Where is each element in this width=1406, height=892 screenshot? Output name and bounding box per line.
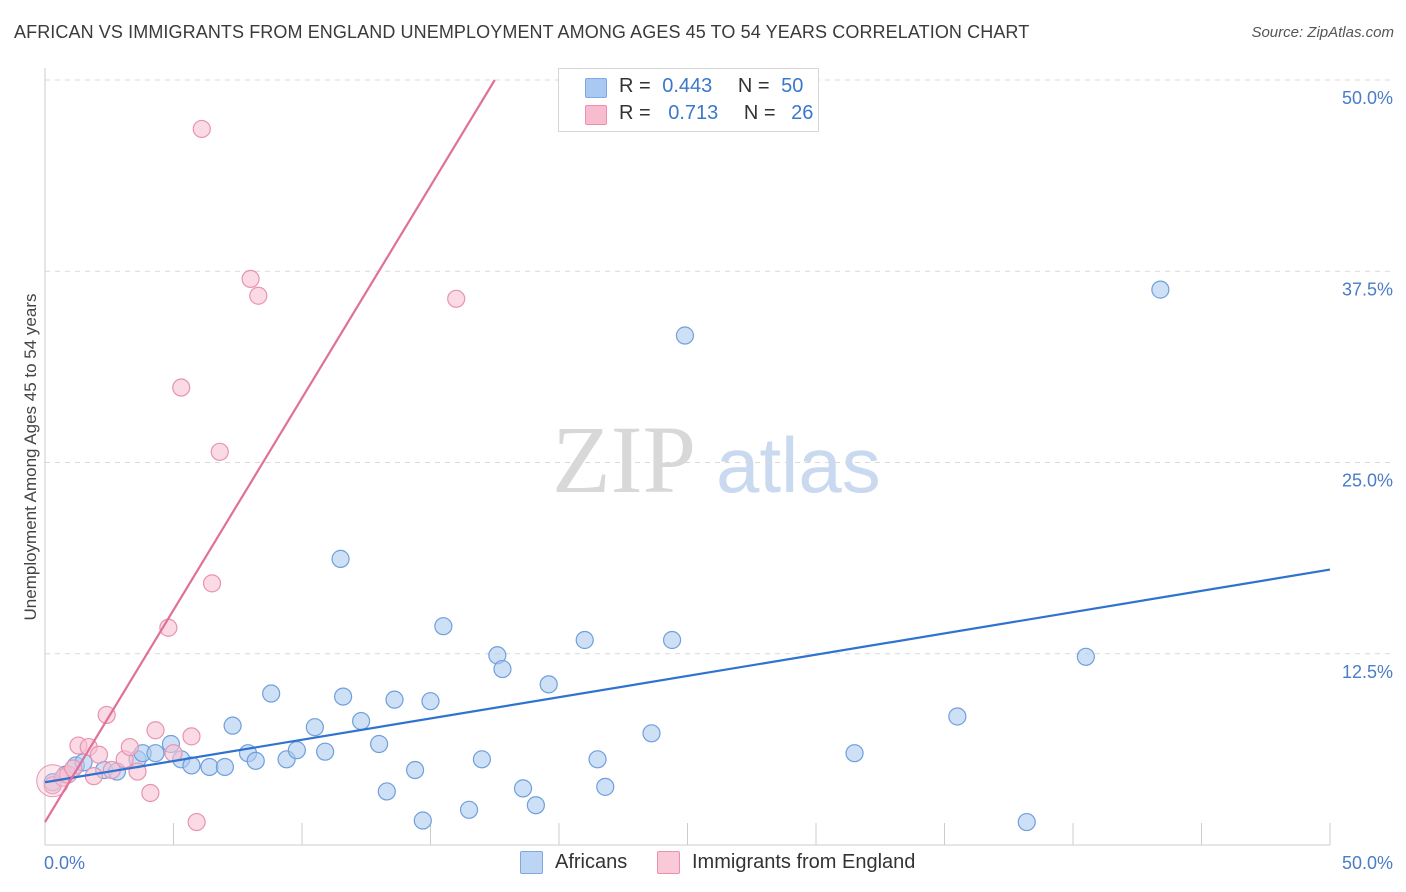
trend-lines <box>44 79 1331 823</box>
grid-lines <box>45 79 1395 655</box>
tick-labels: 12.5% 25.0% 37.5% 50.0% 0.0% 50.0% <box>44 88 1393 873</box>
watermark-atlas: atlas <box>716 421 881 509</box>
y-axis-title: Unemployment Among Ages 45 to 54 years <box>21 294 40 621</box>
africans-point <box>334 687 353 706</box>
africans-points <box>43 280 1170 832</box>
africans-point <box>305 718 324 737</box>
england-trend-line <box>44 79 496 823</box>
legend-swatch-england <box>585 105 607 125</box>
africans-point <box>472 750 491 769</box>
y-tick-label: 50.0% <box>1342 88 1393 108</box>
england-point <box>192 119 211 139</box>
africans-point <box>331 549 350 568</box>
legend-n-label: N = <box>737 75 770 97</box>
legend-swatch-england <box>657 851 680 874</box>
england-points <box>36 119 466 832</box>
africans-point <box>845 744 864 763</box>
england-point <box>447 289 466 308</box>
africans-point <box>316 742 335 761</box>
chart-title: AFRICAN VS IMMIGRANTS FROM ENGLAND UNEMP… <box>14 22 1030 42</box>
africans-point <box>1151 280 1170 299</box>
africans-point <box>262 684 281 703</box>
england-point <box>202 574 222 593</box>
x-tick-label: 0.0% <box>44 853 85 873</box>
legend-r-label: R = <box>619 75 651 97</box>
africans-point <box>377 782 396 801</box>
africans-point <box>434 617 453 636</box>
england-point <box>210 442 229 461</box>
africans-point <box>413 811 432 830</box>
legend-n-value-england: 26 <box>791 102 814 124</box>
africans-point <box>215 757 234 777</box>
legend-swatch-africans <box>520 851 543 874</box>
england-point <box>97 705 116 725</box>
africans-point <box>539 675 558 694</box>
africans-point <box>370 734 389 754</box>
england-point <box>141 783 160 803</box>
stats-legend: R = 0.443 N = 50 R = 0.713 N = 26 <box>558 68 819 132</box>
england-point <box>241 269 260 288</box>
africans-point <box>146 744 165 763</box>
africans-point <box>526 796 545 815</box>
africans-point <box>513 779 533 798</box>
legend-item-england: Immigrants from England <box>657 851 915 874</box>
africans-point <box>405 760 425 780</box>
legend-swatch-africans <box>585 78 607 98</box>
england-point <box>146 721 165 740</box>
x-tick-label: 50.0% <box>1342 853 1393 873</box>
africans-point <box>662 630 682 650</box>
africans-point <box>352 711 371 731</box>
africans-point <box>493 659 512 679</box>
africans-point <box>642 724 661 743</box>
england-point <box>172 378 191 397</box>
africans-point <box>575 630 594 650</box>
africans-trend-line <box>44 568 1331 784</box>
watermark-zip: ZIP <box>552 406 696 513</box>
legend-label-england: Immigrants from England <box>692 851 916 873</box>
axes <box>44 68 1331 846</box>
africans-point <box>588 750 607 769</box>
source-credit: Source: ZipAtlas.com <box>1251 24 1394 41</box>
england-point <box>120 737 139 757</box>
legend-item-africans: Africans <box>520 851 627 874</box>
england-point <box>89 745 109 764</box>
africans-point <box>596 777 615 796</box>
y-tick-label: 25.0% <box>1342 471 1393 491</box>
legend-n-label: N = <box>743 102 776 124</box>
africans-point <box>675 326 695 345</box>
africans-point <box>948 707 967 726</box>
england-point <box>182 727 201 746</box>
y-tick-label: 37.5% <box>1342 279 1393 299</box>
africans-point <box>223 716 242 735</box>
england-point <box>187 812 206 832</box>
england-point <box>249 286 268 305</box>
africans-point <box>287 741 306 760</box>
africans-point <box>459 800 479 819</box>
africans-point <box>200 757 219 777</box>
y-tick-label: 12.5% <box>1342 662 1393 682</box>
africans-point <box>421 692 440 711</box>
legend-r-label: R = <box>619 102 651 124</box>
africans-point <box>385 690 404 709</box>
legend-r-value-africans: 0.443 <box>662 75 713 97</box>
africans-point <box>1076 647 1095 666</box>
africans-point <box>1017 812 1036 832</box>
legend-n-value-africans: 50 <box>781 75 804 97</box>
watermark: ZIP atlas <box>552 406 881 513</box>
legend-r-value-england: 0.713 <box>668 102 719 124</box>
legend-label-africans: Africans <box>555 851 628 873</box>
africans-point <box>246 751 265 770</box>
